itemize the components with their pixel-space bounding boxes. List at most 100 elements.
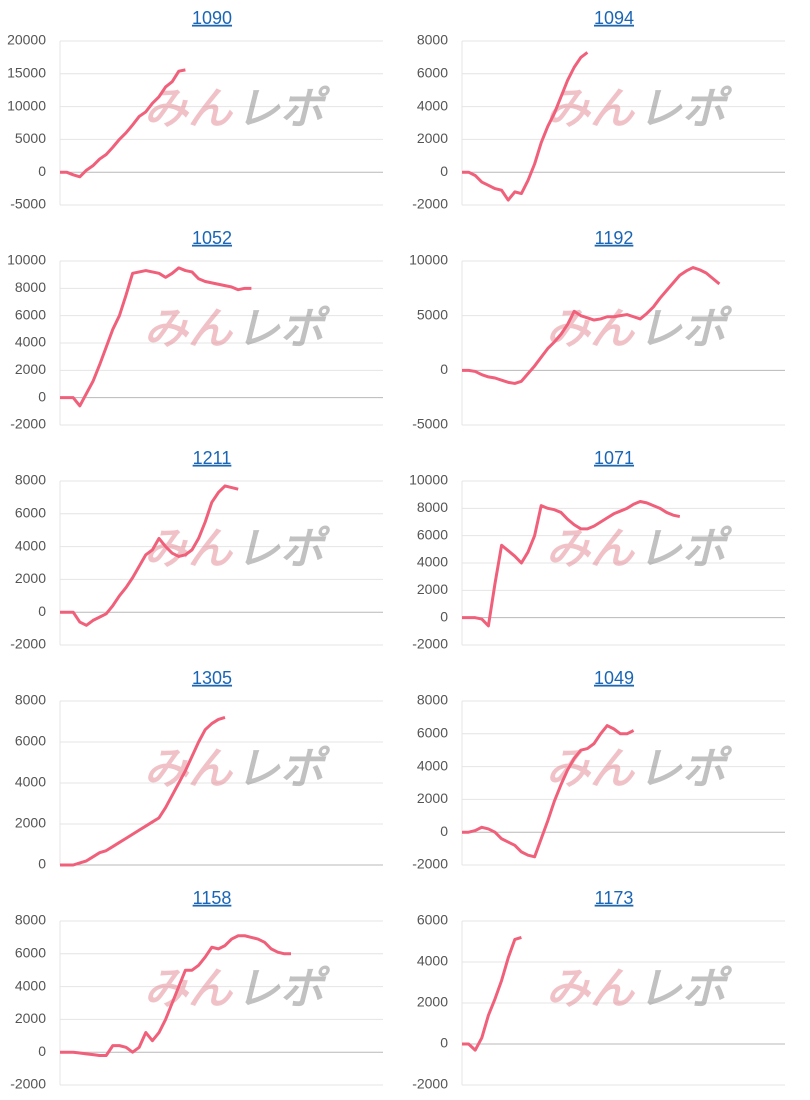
y-tick-label: 0 [38,603,46,619]
y-tick-label: -2000 [412,196,448,212]
y-tick-label: 4000 [417,757,448,773]
y-tick-label: 5000 [417,306,448,322]
y-tick-label: 8000 [417,692,448,708]
watermark-right: レポ [638,965,733,1014]
y-tick-label: 2000 [15,361,46,377]
y-tick-label: 8000 [417,499,448,515]
y-tick-label: 2000 [15,1010,46,1026]
y-tick-label: 0 [440,361,448,377]
watermark: みん レポ [144,525,331,574]
y-tick-label: 0 [440,163,448,179]
y-tick-label: 6000 [15,505,46,521]
y-tick-label: 4000 [417,97,448,113]
watermark-right: レポ [638,305,733,354]
chart-title[interactable]: 1173 [595,888,634,908]
watermark: みん レポ [546,965,733,1014]
data-line [60,266,252,408]
y-tick-label: 4000 [417,554,448,570]
watermark: みん レポ [144,745,331,794]
y-tick-label: 2000 [417,581,448,597]
y-tick-label: 8000 [15,472,46,488]
y-tick-label: 6000 [15,945,46,961]
y-tick-label: 8000 [15,279,46,295]
chart-title[interactable]: 1049 [594,668,634,688]
chart: 1071 -2000 0 2000 4000 6000 8000 10000 みん レポ [409,448,785,652]
chart-title[interactable]: 1094 [594,8,634,28]
watermark-left: みん [144,85,234,134]
watermark-left: みん [144,965,234,1014]
y-tick-label: -2000 [10,416,46,432]
y-tick-label: -5000 [412,416,448,432]
chart-title[interactable]: 1211 [193,448,232,468]
data-line [60,934,291,1057]
watermark: みん レポ [546,745,733,794]
data-line [60,484,239,627]
chart: 1192 -5000 0 5000 10000 みん レポ [409,228,785,432]
y-tick-label: 0 [440,823,448,839]
y-tick-label: 0 [38,163,46,179]
watermark-left: みん [144,525,234,574]
watermark-right: レポ [236,965,331,1014]
chart-title[interactable]: 1052 [192,228,232,248]
chart: 1090 -5000 0 5000 10000 15000 20000 みん レポ [7,8,383,212]
y-tick-label: 0 [440,608,448,624]
y-tick-label: 0 [38,1043,46,1059]
watermark-right: レポ [236,85,331,134]
chart: 1305 0 2000 4000 6000 8000 みん レポ [15,668,383,872]
watermark-right: レポ [638,525,733,574]
data-line [462,51,589,202]
data-line [462,266,721,385]
chart: 1094 -2000 0 2000 4000 6000 8000 みん レポ [412,8,785,212]
watermark-right: レポ [236,305,331,354]
chart-title[interactable]: 1192 [595,228,634,248]
y-tick-label: 15000 [7,65,46,81]
y-tick-label: 2000 [15,570,46,586]
y-tick-label: 4000 [15,977,46,993]
watermark: みん レポ [144,85,331,134]
y-tick-label: 2000 [15,815,46,831]
data-line [462,724,635,859]
watermark: みん レポ [144,965,331,1014]
watermark-left: みん [144,745,234,794]
data-line [60,715,226,867]
y-tick-label: 6000 [15,306,46,322]
watermark: みん レポ [546,85,733,134]
chart: 1211 -2000 0 2000 4000 6000 8000 みん レポ [10,448,383,652]
chart-title[interactable]: 1090 [192,8,232,28]
chart-title[interactable]: 1158 [193,888,232,908]
chart: 1052 -2000 0 2000 4000 6000 8000 10000 みん レポ [7,228,383,432]
data-line [60,68,186,179]
chart: 1049 -2000 0 2000 4000 6000 8000 みん レポ [412,668,785,872]
y-tick-label: -2000 [412,636,448,652]
chart: 1158 -2000 0 2000 4000 6000 8000 みん レポ [10,888,383,1092]
y-tick-label: 0 [440,1035,448,1051]
y-tick-label: 20000 [7,32,46,48]
y-tick-label: 10000 [7,97,46,113]
y-tick-label: 6000 [15,733,46,749]
watermark-left: みん [546,525,636,574]
watermark-right: レポ [236,745,331,794]
y-tick-label: 5000 [15,130,46,146]
y-tick-label: 4000 [15,334,46,350]
watermark-right: レポ [638,85,733,134]
y-tick-label: 10000 [409,472,448,488]
y-tick-label: -2000 [10,636,46,652]
y-tick-label: -2000 [10,1076,46,1092]
data-line [462,500,681,628]
watermark-left: みん [546,965,636,1014]
y-tick-label: 10000 [7,252,46,268]
y-tick-label: 6000 [417,725,448,741]
y-tick-label: -2000 [412,856,448,872]
watermark-left: みん [144,305,234,354]
watermark: みん レポ [546,305,733,354]
chart-title[interactable]: 1305 [192,668,232,688]
y-tick-label: -2000 [412,1076,448,1092]
watermark-left: みん [546,305,636,354]
y-tick-label: 8000 [417,32,448,48]
chart-title[interactable]: 1071 [594,448,634,468]
y-tick-label: 2000 [417,130,448,146]
data-line [462,935,522,1052]
y-tick-label: 4000 [417,953,448,969]
watermark: みん レポ [546,525,733,574]
